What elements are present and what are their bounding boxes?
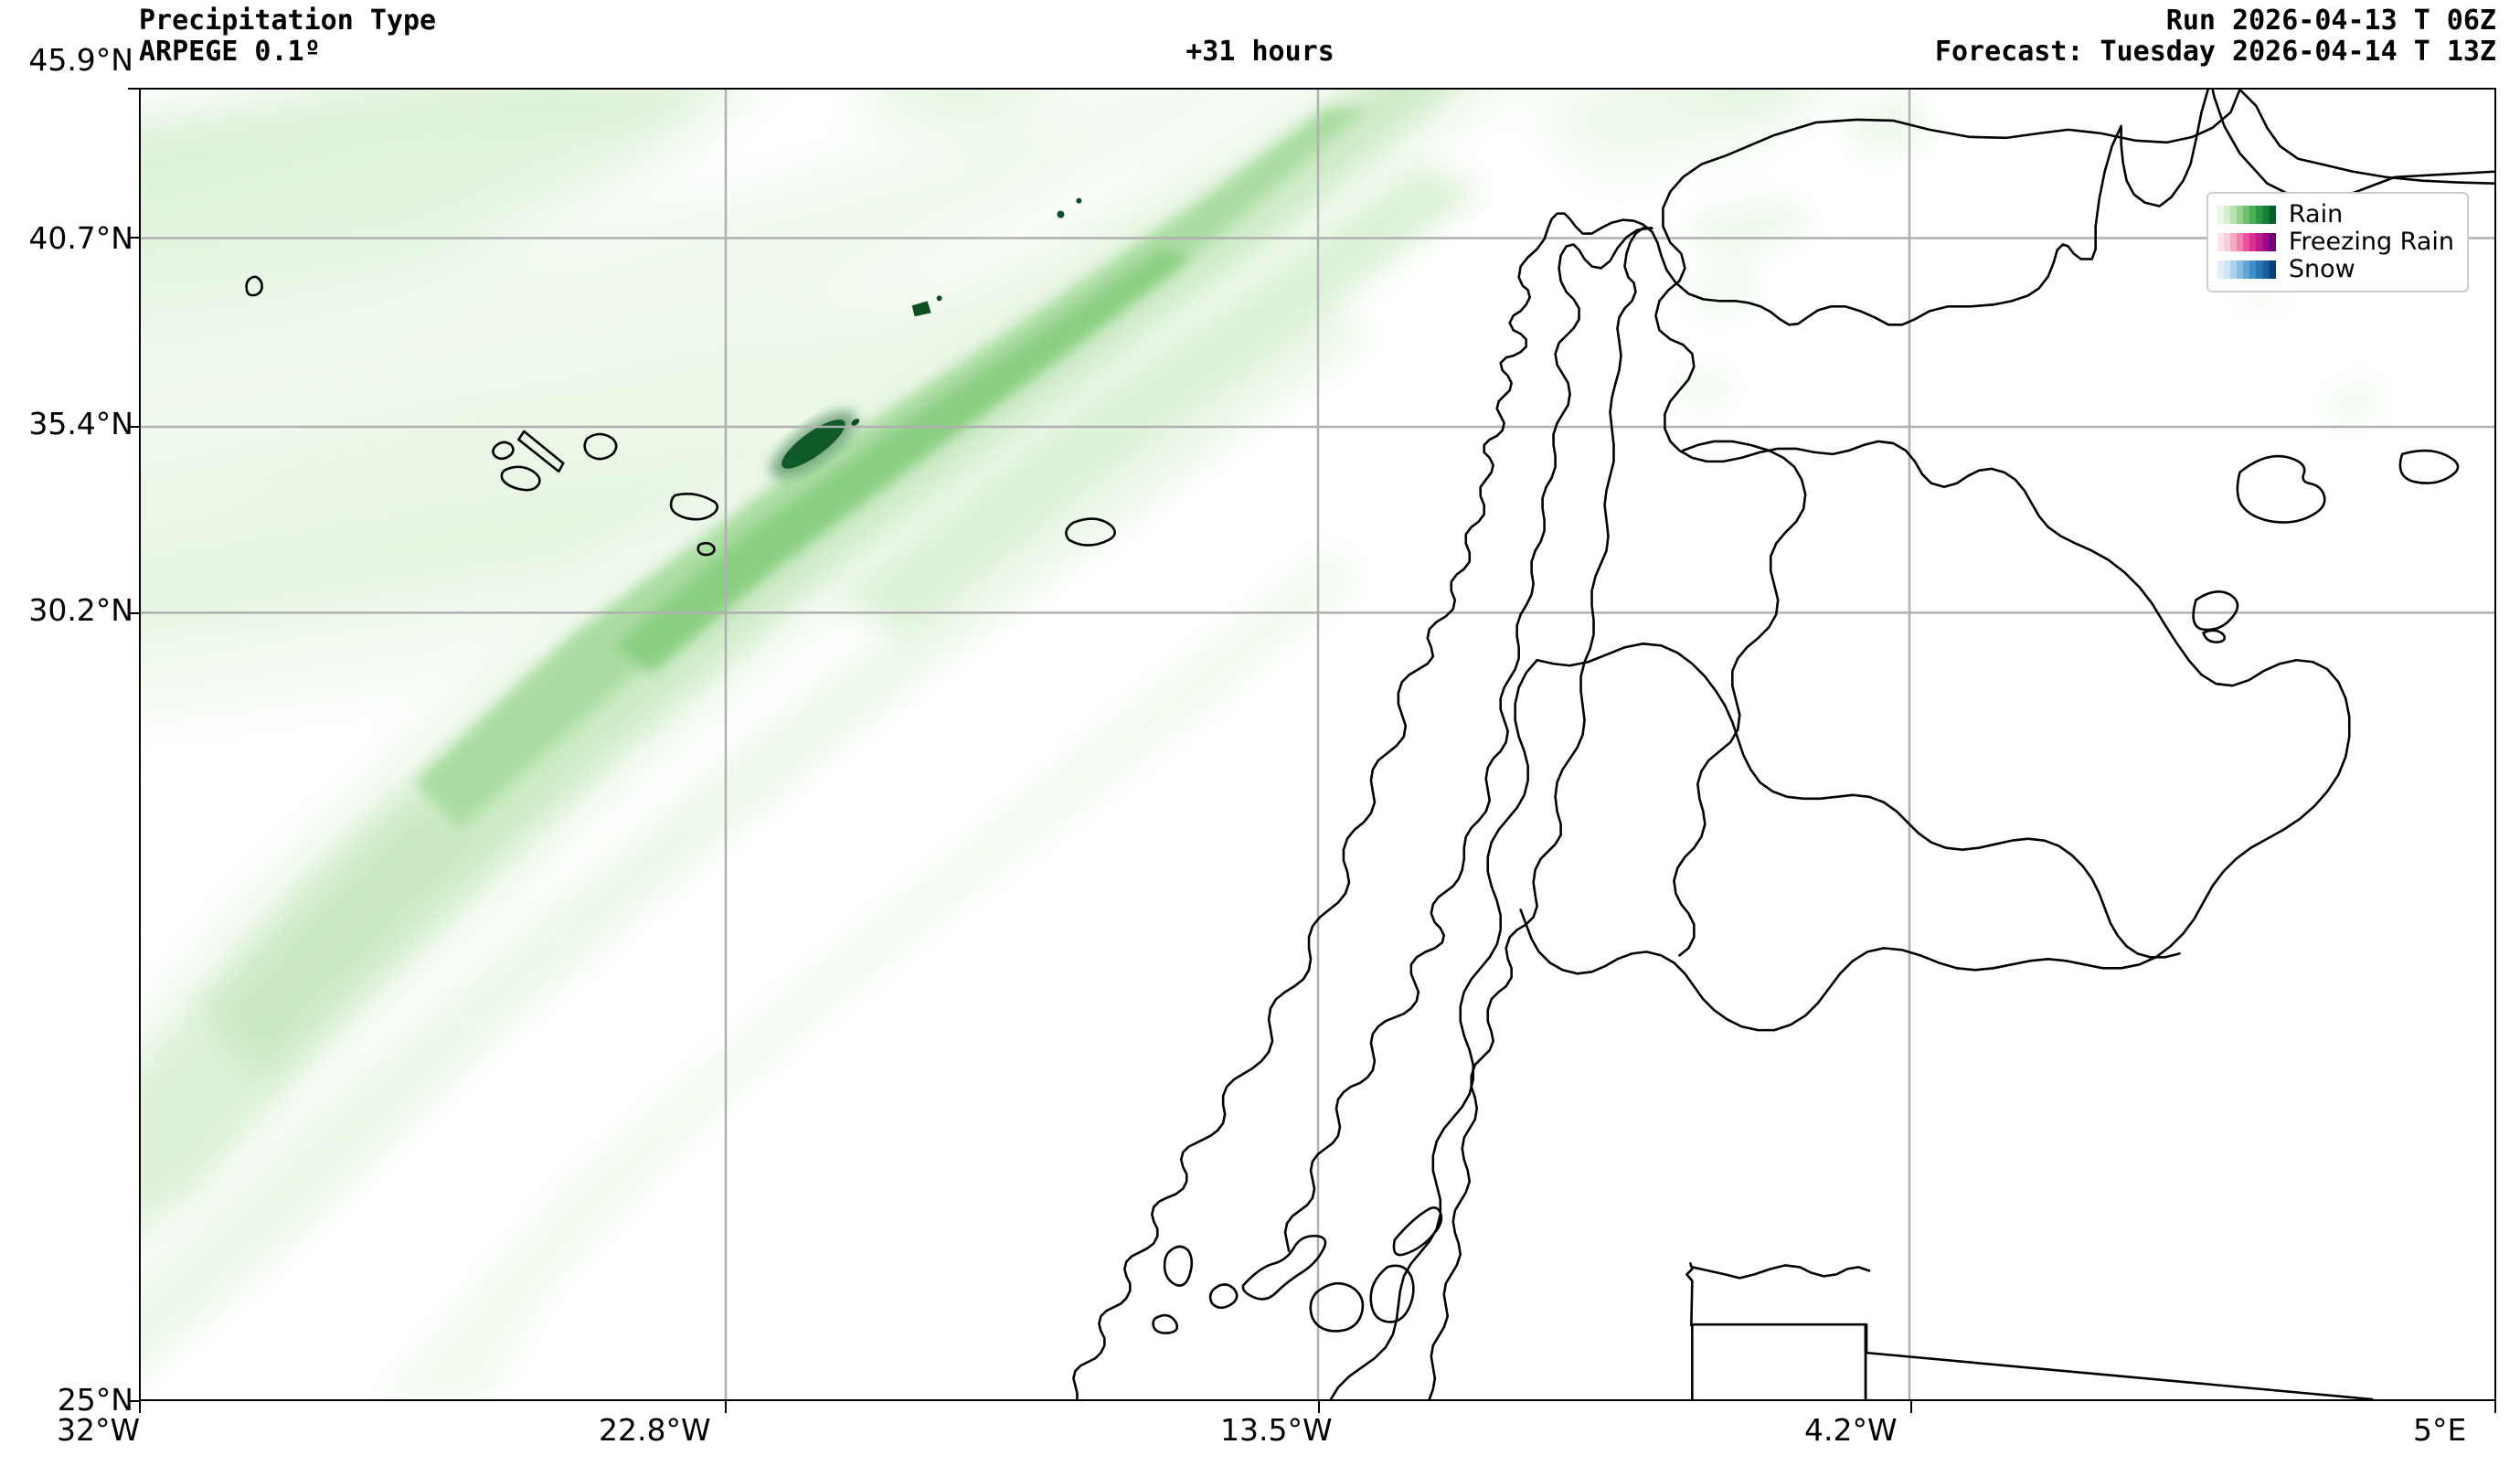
snow-colorbar-swatch — [2217, 260, 2276, 279]
coastline-iberia — [1072, 90, 2494, 1399]
y-tickmark-35_4 — [128, 426, 140, 428]
border-algeria-mali — [1865, 1351, 2374, 1399]
coastline-morocco — [1536, 643, 2181, 959]
x-tickmark-5e — [2494, 1401, 2496, 1413]
legend-item-freezing-rain[interactable]: Freezing Rain — [2217, 228, 2454, 256]
coastline-iberia-atlantic — [1428, 227, 1653, 1399]
title-block: Precipitation Type ARPEGE 0.1º — [139, 5, 436, 68]
rain-algeria-patch — [2235, 281, 2382, 425]
x-tick-label-4_2w: 4.2°W — [1804, 1412, 1898, 1448]
border-western-sahara-north — [1685, 1262, 1694, 1327]
y-tickmark-30_2 — [128, 612, 140, 614]
border-western-sahara — [1691, 1323, 1867, 1399]
iberia-outline-group — [1519, 90, 2494, 1032]
legend[interactable]: Rain Freezing Rain Snow — [2206, 192, 2469, 292]
border-algeria-north — [1691, 1264, 1871, 1280]
x-tick-label-32w: 32°W — [57, 1412, 141, 1448]
y-tick-label-45_9: 45.9°N — [28, 42, 133, 78]
page-title: Precipitation Type — [139, 5, 437, 37]
rain-biscay-patch — [852, 90, 1808, 172]
precipitation-rain-layer — [141, 90, 2382, 1399]
y-tickmark-25 — [128, 1400, 140, 1402]
map-canvas — [141, 90, 2494, 1399]
graticule-gridlines — [141, 90, 2494, 1399]
coastline-portugal-west — [1283, 227, 1652, 1252]
legend-label-snow: Snow — [2288, 255, 2355, 283]
rain-colorbar-swatch — [2217, 206, 2276, 224]
island-balearics — [2192, 449, 2460, 643]
chart-header: Precipitation Type ARPEGE 0.1º +31 hours… — [0, 0, 2520, 88]
y-tickmark-40_7 — [128, 237, 140, 239]
forecast-timestamp: Forecast: Tuesday 2026-04-14 T 13Z — [1934, 36, 2496, 68]
y-tick-label-25: 25°N — [57, 1382, 133, 1418]
legend-label-rain: Rain — [2288, 200, 2344, 228]
coastline-layer — [1072, 90, 2494, 1399]
x-tick-label-13_5w: 13.5°W — [1220, 1412, 1333, 1448]
freezing-rain-colorbar-swatch — [2217, 233, 2276, 251]
legend-item-snow[interactable]: Snow — [2217, 256, 2454, 283]
iberia-outline — [1519, 90, 2494, 1032]
run-info-block: Run 2026-04-13 T 06Z Forecast: Tuesday 2… — [1935, 5, 2496, 68]
legend-label-freezing-rain: Freezing Rain — [2288, 228, 2454, 256]
lead-time-row-2: +31 hours — [0, 37, 2520, 68]
rain-galicia-patch — [1683, 93, 1930, 414]
x-tickmark-4_2w — [1910, 1401, 1912, 1413]
y-tick-label-35_4: 35.4°N — [28, 406, 133, 441]
coastline-northwest-africa — [1329, 643, 2374, 1399]
rain-main-front — [141, 90, 1496, 1256]
island-canaries — [1152, 1206, 1443, 1334]
rain-secondary-streaks — [141, 162, 1483, 1399]
x-tick-label-22_8w: 22.8°W — [599, 1412, 711, 1448]
legend-item-rain[interactable]: Rain — [2217, 201, 2454, 228]
x-tickmark-13_5w — [1318, 1401, 1320, 1413]
x-tickmark-32w — [139, 1401, 141, 1413]
coastline-atlantic-morocco — [1329, 658, 1538, 1399]
run-timestamp: Run 2026-04-13 T 06Z — [2165, 5, 2496, 37]
y-tick-label-30_2: 30.2°N — [28, 592, 133, 628]
x-tickmark-22_8w — [725, 1401, 727, 1413]
x-tick-label-5e: 5°E — [2413, 1412, 2467, 1448]
map-plot-area[interactable]: Rain Freezing Rain Snow — [139, 88, 2496, 1401]
y-tick-label-40_7: 40.7°N — [28, 220, 133, 256]
island-madeira — [1065, 517, 1116, 547]
island-azores — [245, 275, 719, 557]
model-subtitle: ARPEGE 0.1º — [139, 36, 321, 68]
islands-layer — [245, 275, 2460, 1334]
lead-time-label: +31 hours — [1186, 36, 1334, 68]
y-tickmark-45_9 — [128, 88, 140, 90]
border-portugal — [1673, 440, 1807, 957]
